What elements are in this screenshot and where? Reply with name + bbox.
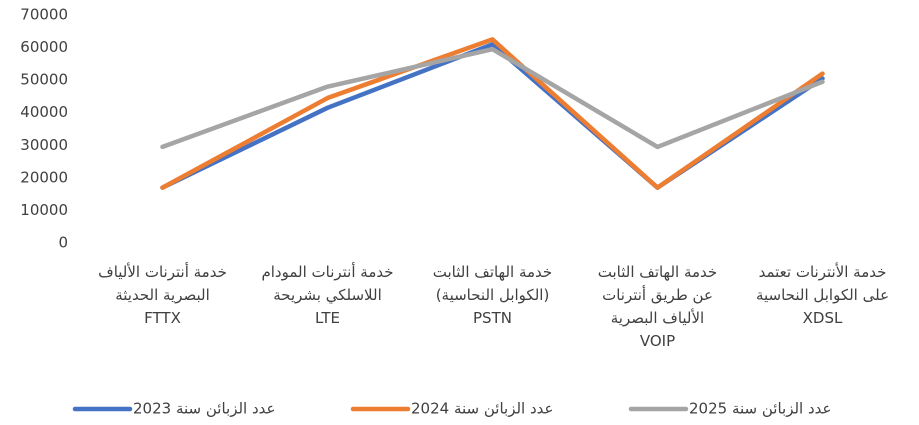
x-tick-label: خدمة الأنترنات تعتمد على الكوابل النحاسية… — [756, 262, 889, 327]
x-tick-line: PSTN — [473, 309, 512, 327]
x-tick-line: خدمة الهاتف الثابت — [598, 263, 717, 281]
legend-label: عدد الزبائن سنة 2023 — [133, 400, 275, 418]
x-tick-line: خدمة أنترنات الألياف — [98, 262, 227, 281]
x-tick-line: البصرية الحديثة — [115, 286, 210, 304]
y-tick-label: 60000 — [20, 38, 68, 56]
x-tick-label: خدمة الهاتف الثابت (الكوابل النحاسية) PSTN — [433, 263, 552, 327]
y-tick-label: 20000 — [20, 168, 68, 186]
x-tick-line: LTE — [315, 309, 340, 327]
y-tick-label: 50000 — [20, 71, 68, 89]
x-tick-line: XDSL — [803, 309, 843, 327]
x-tick-line: خدمة الأنترنات تعتمد — [759, 262, 887, 281]
y-tick-label: 0 — [58, 234, 68, 252]
x-tick-line: خدمة الهاتف الثابت — [433, 263, 552, 281]
x-tick-label: خدمة أنترنات المودام اللاسلكي بشريحة LTE — [261, 262, 393, 327]
y-tick-label: 30000 — [20, 136, 68, 154]
x-tick-line: عن طريق أنترنات — [602, 285, 713, 304]
x-tick-label: خدمة أنترنات الألياف البصرية الحديثة FTTX — [98, 262, 227, 327]
x-tick-line: (الكوابل النحاسية) — [436, 286, 550, 304]
x-tick-label: خدمة الهاتف الثابت عن طريق أنترنات الألياف… — [598, 263, 717, 350]
series-line — [160, 46, 825, 150]
legend-label: عدد الزبائن سنة 2025 — [689, 400, 831, 418]
y-tick-label: 70000 — [20, 6, 68, 24]
series-line — [160, 37, 825, 190]
x-tick-line: على الكوابل النحاسية — [756, 286, 889, 304]
x-tick-line: الألياف البصرية — [611, 308, 704, 327]
x-tick-line: FTTX — [144, 309, 181, 327]
y-tick-label: 10000 — [20, 201, 68, 219]
x-tick-line: اللاسلكي بشريحة — [273, 286, 382, 305]
y-tick-label: 40000 — [20, 103, 68, 121]
legend-label: عدد الزبائن سنة 2024 — [411, 400, 553, 418]
x-tick-line: VOIP — [640, 332, 675, 350]
x-tick-line: خدمة أنترنات المودام — [261, 262, 393, 281]
series-line — [160, 42, 825, 190]
